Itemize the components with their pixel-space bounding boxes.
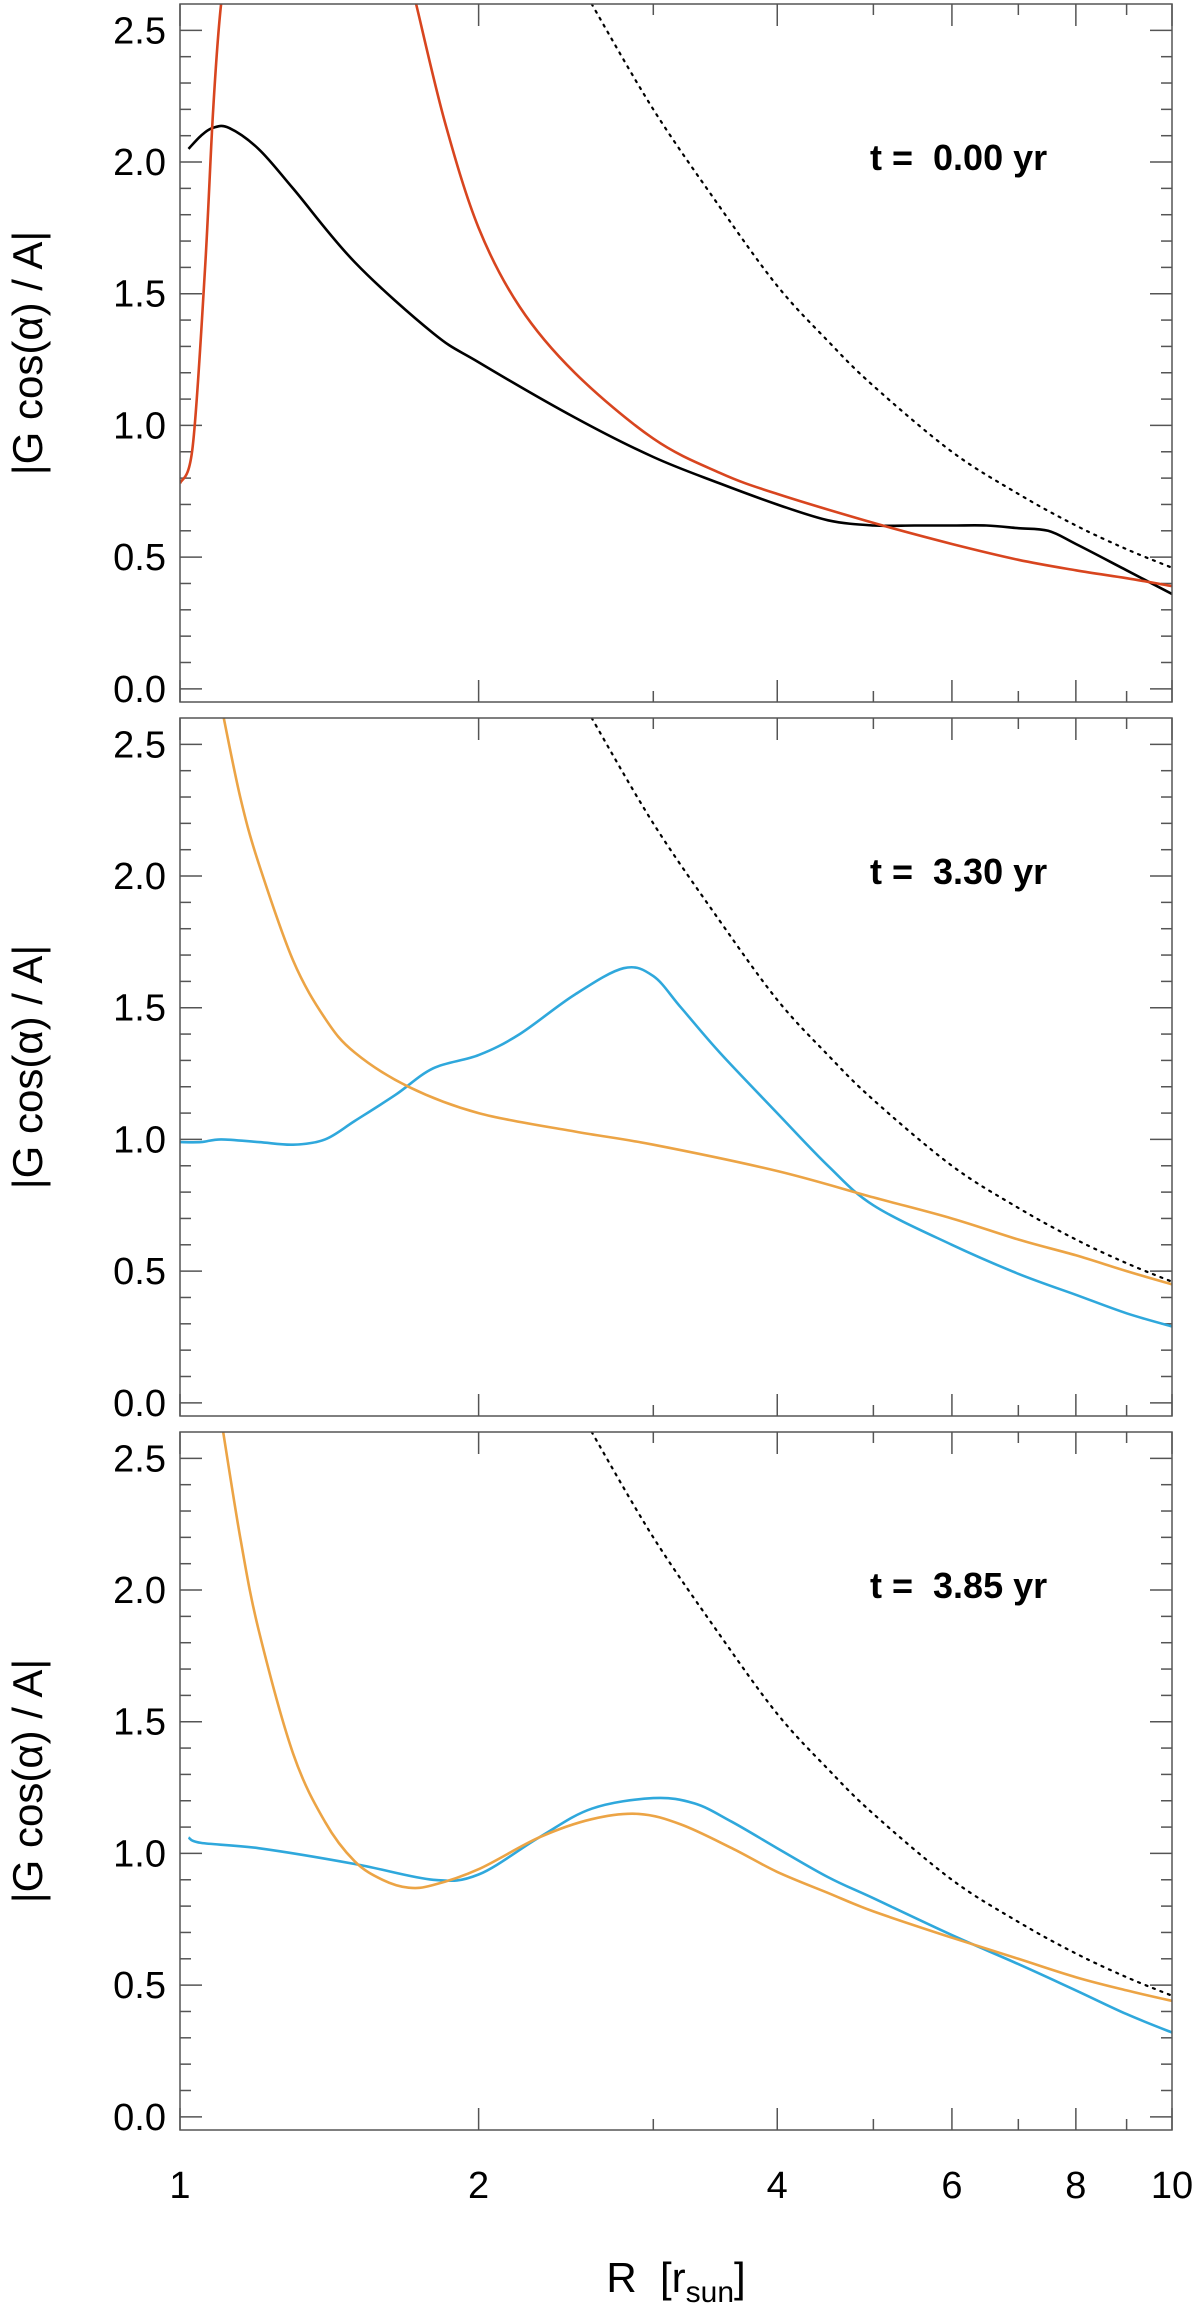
x-tick-label: 8 <box>1065 2165 1086 2207</box>
y-tick-label: 0.5 <box>113 1965 166 2007</box>
y-tick-label: 1.5 <box>113 1702 166 1744</box>
y-tick-label: 0.5 <box>113 1251 166 1293</box>
panel-middle-frame <box>179 717 1173 1417</box>
series-line-0 <box>187 124 1172 596</box>
y-tick-label: 1.0 <box>113 1833 166 1875</box>
x-tick-labels: 1 2 4 6 8 10 <box>169 2165 1193 2207</box>
y-tick-label: 1.5 <box>113 274 166 316</box>
panel-middle-series <box>180 718 1172 1328</box>
y-tick-label: 2.0 <box>113 142 166 184</box>
panel-bottom-ticks <box>179 1432 1173 2130</box>
y-tick-label: 2.5 <box>113 1438 166 1480</box>
series-line-3 <box>590 4 1172 569</box>
y-tick-label: 1.0 <box>113 405 166 447</box>
y-tick-label: 2.5 <box>113 10 166 52</box>
x-axis-title-subscript: sun <box>686 2276 734 2309</box>
x-tick-label: 10 <box>1151 2165 1193 2207</box>
series-line-0 <box>180 965 1172 1328</box>
panel-bottom-series <box>187 1432 1172 2034</box>
x-tick-label: 6 <box>941 2165 962 2207</box>
panel-bottom-ylabel: |G cos(α) / A| <box>4 1659 51 1903</box>
panel-middle-ticks <box>179 718 1173 1416</box>
panel-top-ytick-labels: 0.0 0.5 1.0 1.5 2.0 2.5 <box>113 10 166 710</box>
y-tick-label: 0.0 <box>113 669 166 711</box>
series-line-0 <box>187 1796 1172 2034</box>
panel-top-time-label: t = 0.00 yr <box>870 137 1047 178</box>
y-tick-label: 0.5 <box>113 537 166 579</box>
series-line-1 <box>222 718 1172 1286</box>
panel-bottom-frame <box>179 1431 1173 2131</box>
y-tick-label: 2.0 <box>113 856 166 898</box>
y-tick-label: 0.0 <box>113 1383 166 1425</box>
series-line-2 <box>590 718 1172 1283</box>
x-tick-label: 1 <box>169 2165 190 2207</box>
x-tick-label: 4 <box>767 2165 788 2207</box>
series-line-2 <box>590 1432 1172 1997</box>
panel-bottom-time-label: t = 3.85 yr <box>870 1565 1047 1606</box>
y-tick-label: 1.0 <box>113 1119 166 1161</box>
x-axis-title: R [rsun] <box>606 2254 745 2309</box>
panel-middle-ylabel: |G cos(α) / A| <box>4 945 51 1189</box>
x-axis-title-close: ] <box>734 2254 746 2301</box>
panel-bottom: 0.0 0.5 1.0 1.5 2.0 2.5 |G cos(α) / A| t = 3.… <box>4 1431 1173 2139</box>
y-tick-label: 1.5 <box>113 988 166 1030</box>
x-axis-title-main: R [r <box>606 2254 685 2301</box>
y-tick-label: 2.0 <box>113 1570 166 1612</box>
panel-top: 0.0 0.5 1.0 1.5 2.0 2.5 |G cos(α) / A| t = 0.… <box>4 3 1173 711</box>
panel-top-frame <box>179 3 1173 703</box>
series-line-1 <box>221 1432 1172 2003</box>
x-tick-label: 2 <box>468 2165 489 2207</box>
y-tick-label: 2.5 <box>113 724 166 766</box>
panel-bottom-ytick-labels: 0.0 0.5 1.0 1.5 2.0 2.5 <box>113 1438 166 2138</box>
panel-top-ylabel: |G cos(α) / A| <box>4 231 51 475</box>
series-line-2 <box>414 4 1172 588</box>
y-tick-label: 0.0 <box>113 2097 166 2139</box>
panel-middle: 0.0 0.5 1.0 1.5 2.0 2.5 |G cos(α) / A| t = 3.… <box>4 717 1173 1425</box>
panel-middle-ytick-labels: 0.0 0.5 1.0 1.5 2.0 2.5 <box>113 724 166 1424</box>
panel-middle-time-label: t = 3.30 yr <box>870 851 1047 892</box>
